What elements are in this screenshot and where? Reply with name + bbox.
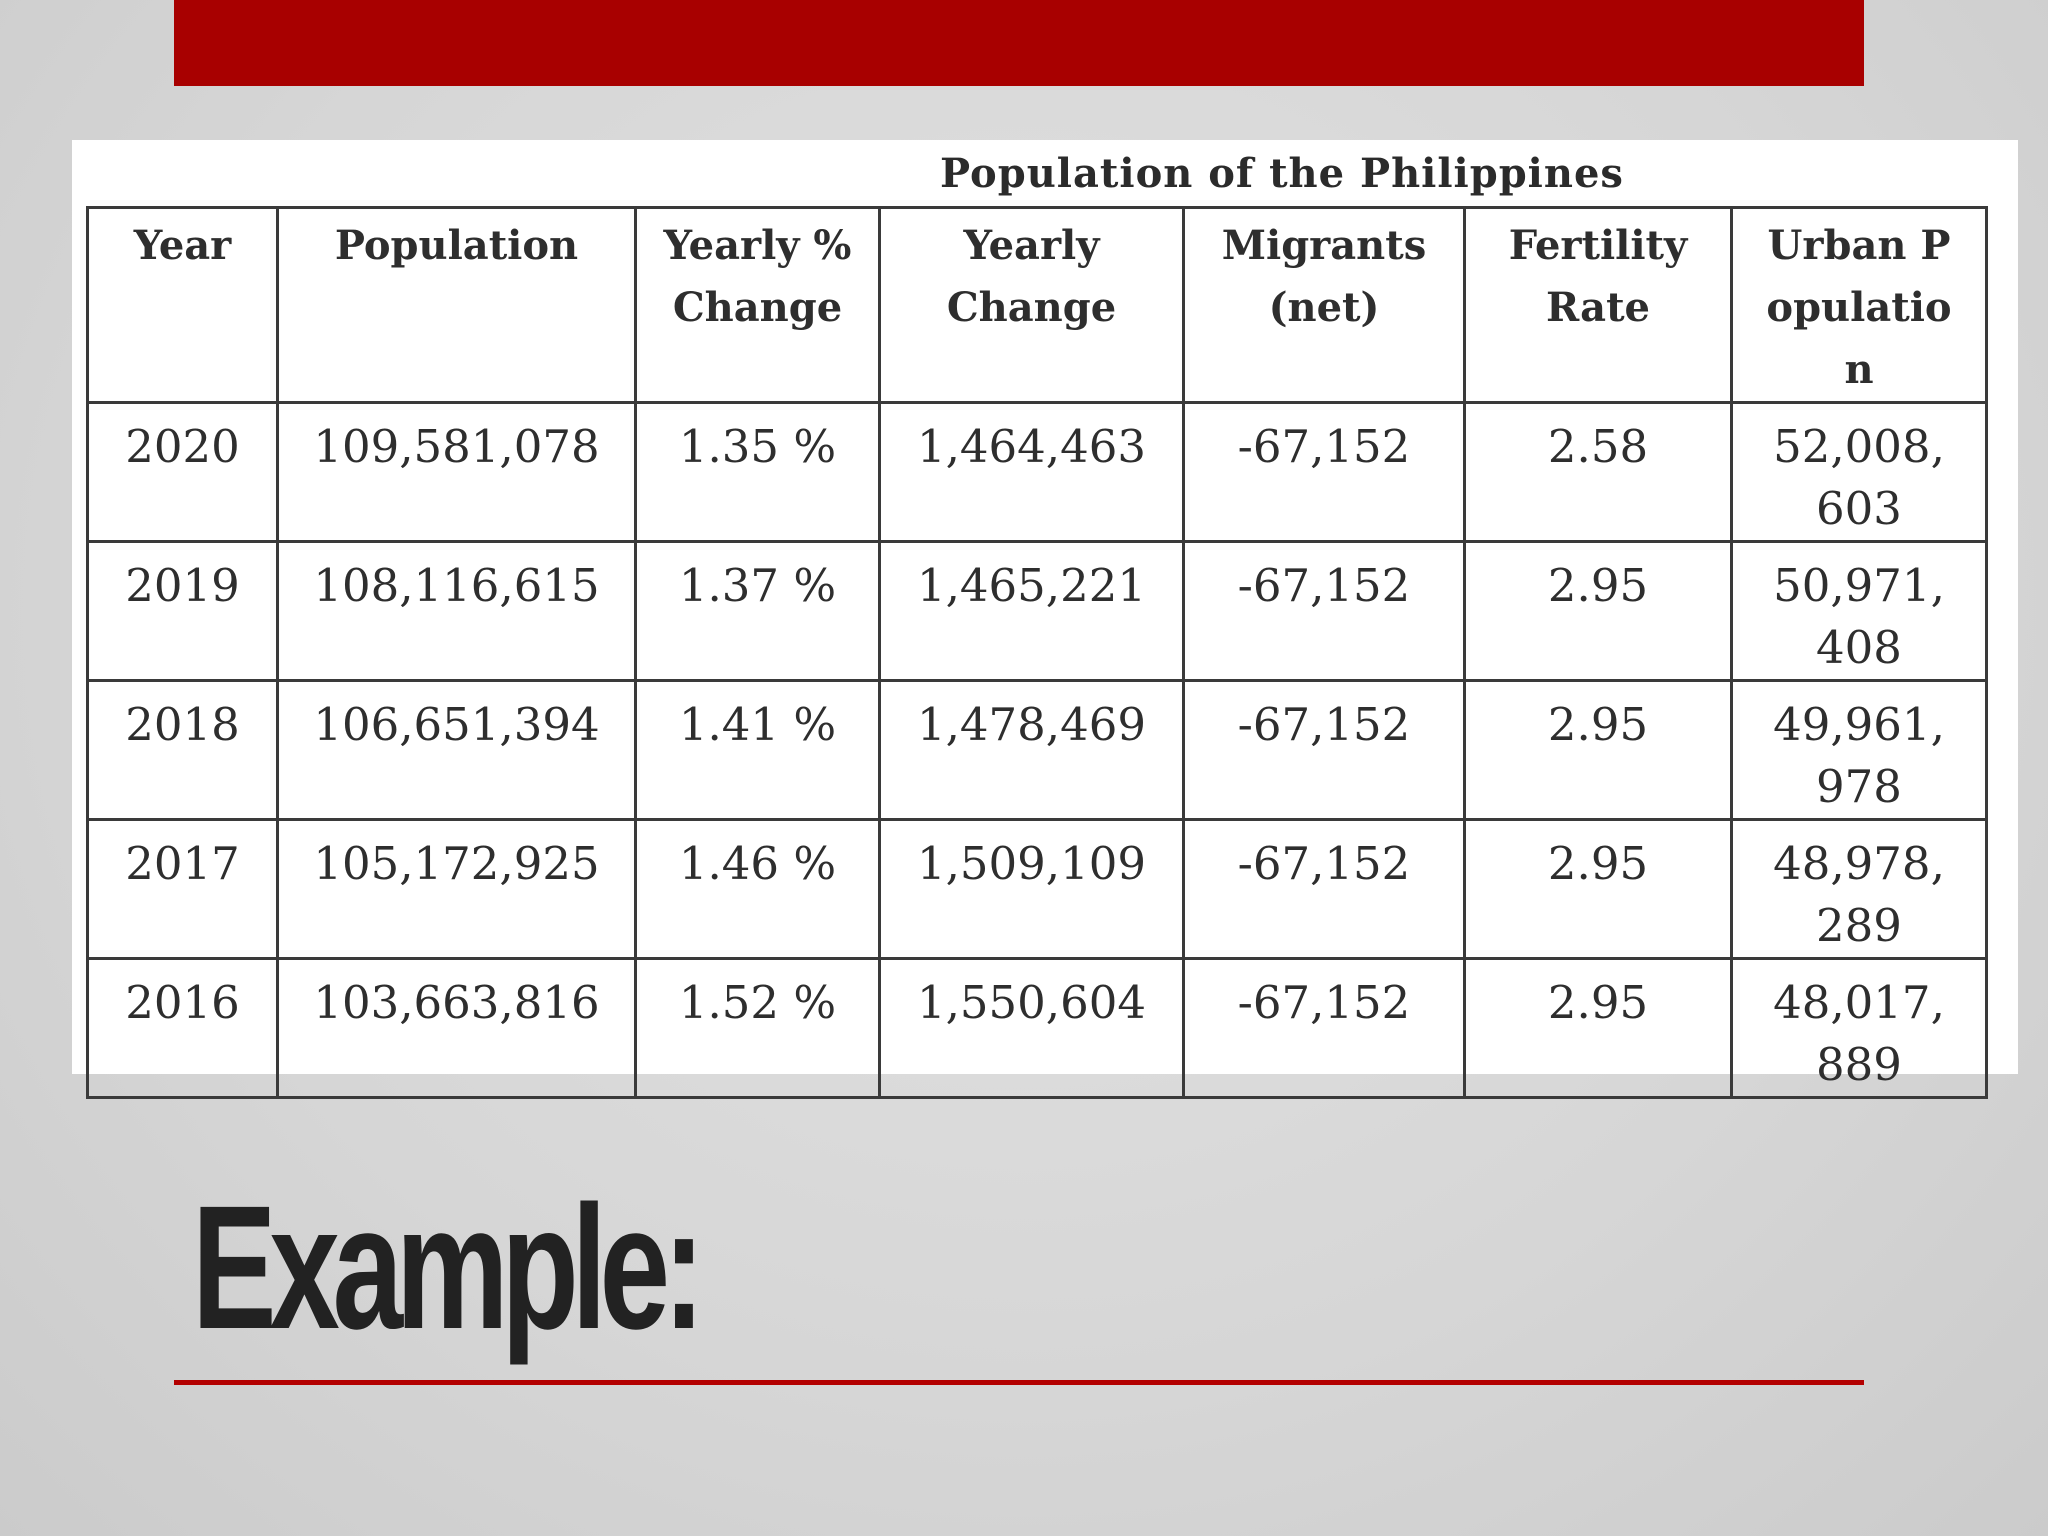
cell-urban-population: 50,971,408 — [1730, 540, 1988, 682]
header-yearly-change: Yearly Change — [878, 206, 1185, 404]
cell-fertility-rate: 2.58 — [1463, 401, 1733, 543]
population-table-image: Population of the Philippines Year Popul… — [72, 140, 2018, 1099]
cell-yearly-percent-change: 1.52 % — [634, 957, 881, 1099]
cell-yearly-percent-change: 1.37 % — [634, 540, 881, 682]
cell-migrants: -67,152 — [1182, 540, 1466, 682]
bottom-accent-rule — [174, 1380, 1864, 1385]
table-row: 2018 106,651,394 1.41 % 1,478,469 -67,15… — [86, 679, 1988, 821]
cell-year: 2018 — [86, 679, 279, 821]
table-header-row: Year Population Yearly % Change Yearly C… — [86, 206, 1988, 404]
header-population: Population — [276, 206, 637, 404]
cell-year: 2020 — [86, 401, 279, 543]
table-title: Population of the Philippines — [940, 150, 1624, 197]
cell-yearly-change: 1,465,221 — [878, 540, 1185, 682]
cell-population: 105,172,925 — [276, 818, 637, 960]
cell-population: 106,651,394 — [276, 679, 637, 821]
header-yearly-percent-change: Yearly % Change — [634, 206, 881, 404]
cell-population: 108,116,615 — [276, 540, 637, 682]
header-year: Year — [86, 206, 279, 404]
cell-population: 109,581,078 — [276, 401, 637, 543]
cell-urban-population: 52,008,603 — [1730, 401, 1988, 543]
cell-migrants: -67,152 — [1182, 957, 1466, 1099]
top-accent-bar — [174, 0, 1864, 86]
cell-population: 103,663,816 — [276, 957, 637, 1099]
cell-year: 2017 — [86, 818, 279, 960]
cell-urban-population: 49,961,978 — [1730, 679, 1988, 821]
cell-migrants: -67,152 — [1182, 679, 1466, 821]
header-fertility-rate: Fertility Rate — [1463, 206, 1733, 404]
table-row: 2016 103,663,816 1.52 % 1,550,604 -67,15… — [86, 957, 1988, 1099]
header-urban-population: Urban Population — [1730, 206, 1988, 404]
cell-fertility-rate: 2.95 — [1463, 957, 1733, 1099]
cell-yearly-change: 1,478,469 — [878, 679, 1185, 821]
population-table: Year Population Yearly % Change Yearly C… — [86, 206, 1988, 1099]
cell-migrants: -67,152 — [1182, 818, 1466, 960]
cell-yearly-percent-change: 1.35 % — [634, 401, 881, 543]
cell-urban-population: 48,017,889 — [1730, 957, 1988, 1099]
table-row: 2020 109,581,078 1.35 % 1,464,463 -67,15… — [86, 401, 1988, 543]
cell-yearly-percent-change: 1.41 % — [634, 679, 881, 821]
cell-year: 2019 — [86, 540, 279, 682]
cell-fertility-rate: 2.95 — [1463, 679, 1733, 821]
cell-yearly-change: 1,464,463 — [878, 401, 1185, 543]
cell-yearly-percent-change: 1.46 % — [634, 818, 881, 960]
table-row: 2017 105,172,925 1.46 % 1,509,109 -67,15… — [86, 818, 1988, 960]
slide-heading: Example: — [192, 1170, 705, 1366]
cell-year: 2016 — [86, 957, 279, 1099]
table-row: 2019 108,116,615 1.37 % 1,465,221 -67,15… — [86, 540, 1988, 682]
cell-migrants: -67,152 — [1182, 401, 1466, 543]
cell-urban-population: 48,978,289 — [1730, 818, 1988, 960]
cell-yearly-change: 1,509,109 — [878, 818, 1185, 960]
header-migrants: Migrants (net) — [1182, 206, 1466, 404]
cell-fertility-rate: 2.95 — [1463, 540, 1733, 682]
cell-yearly-change: 1,550,604 — [878, 957, 1185, 1099]
cell-fertility-rate: 2.95 — [1463, 818, 1733, 960]
